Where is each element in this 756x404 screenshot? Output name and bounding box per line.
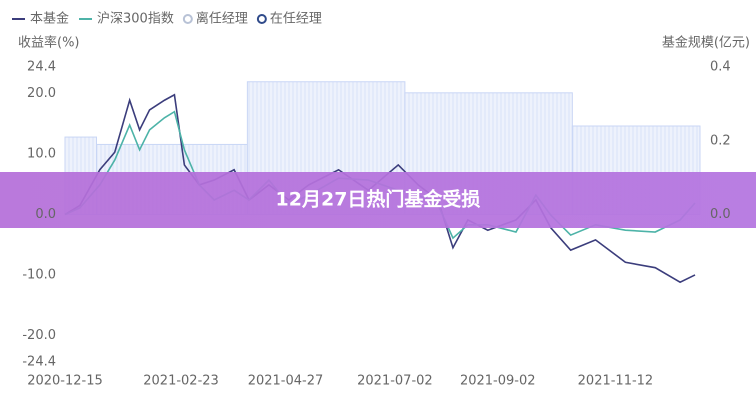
x-tick-label: 2020-12-15 [27,374,103,389]
legend-label: 沪深300指数 [97,11,174,27]
y-tick-label: -24.4 [22,355,56,370]
legend-label: 离任经理 [196,11,248,27]
x-tick-label: 2021-04-27 [248,374,324,389]
y2-tick-label: 0.0 [710,207,731,222]
legend-swatch [256,14,267,24]
y-axis-title: 收益率(%) [18,35,80,51]
y-tick-label: 24.4 [27,60,56,75]
y-tick-label: 10.0 [27,147,56,162]
x-tick-label: 2021-11-12 [578,374,654,389]
legend-label: 在任经理 [270,12,322,27]
y-tick-label: 0.0 [35,207,56,222]
y2-axis-title: 基金规模(亿元) [662,35,750,51]
legend-swatch [182,14,193,24]
y2-tick-label: 0.2 [710,133,731,148]
y2-tick-label: 0.4 [710,60,731,75]
x-tick-label: 2021-02-23 [143,374,219,389]
banner-text: 12月27日热门基金受损 [276,188,481,211]
y-tick-label: -10.0 [22,267,56,282]
legend-label: 本基金 [30,11,69,27]
x-tick-label: 2021-09-02 [460,374,536,389]
banner [0,172,756,228]
y-tick-label: -20.0 [22,328,56,343]
x-tick-label: 2021-07-02 [357,374,433,389]
y-tick-label: 20.0 [27,86,56,101]
